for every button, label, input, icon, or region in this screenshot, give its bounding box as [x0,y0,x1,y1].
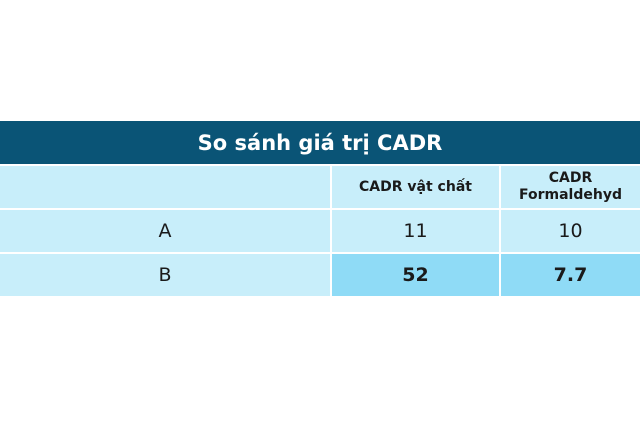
column-header-cadr-particle: CADR vật chất [330,164,501,210]
cell-value-highlighted: 7.7 [499,252,640,298]
header-row: CADR vật chất CADR Formaldehyd [0,164,640,210]
column-header-cadr-formaldehyde: CADR Formaldehyd [499,164,640,210]
cell-value-highlighted: 52 [330,252,501,298]
cell-value: 11 [330,208,501,254]
cadr-comparison-table: So sánh giá trị CADR CADR vật chất CADR … [0,121,640,298]
table-title: So sánh giá trị CADR [0,121,640,166]
table-row: A 11 10 [0,208,640,254]
column-header-text: CADR Formaldehyd [519,170,622,203]
row-label: A [0,208,332,254]
row-label: B [0,252,332,298]
cell-value: 10 [499,208,640,254]
column-header-empty [0,164,332,210]
table-row: B 52 7.7 [0,252,640,298]
